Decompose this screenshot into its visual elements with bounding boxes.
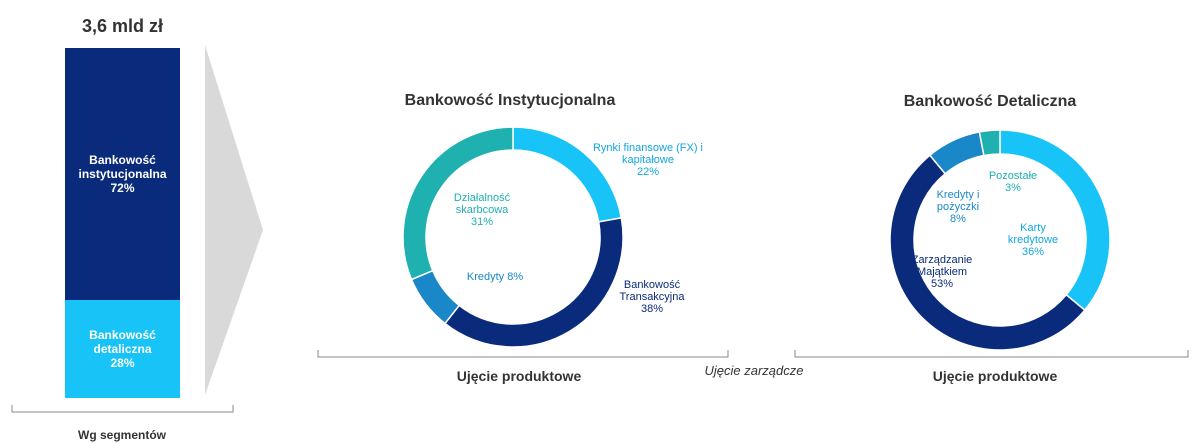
- slice-label: Rynki finansowe (FX) i kapitałowe 22%: [591, 142, 706, 178]
- slice-label: Pozostałe 3%: [983, 170, 1043, 194]
- x-label: Wg segmentów: [77, 428, 167, 442]
- category-name: Pozostałe: [988, 170, 1038, 182]
- category-name: Działalność skarbcowa: [453, 192, 511, 216]
- annotation: Ujęcie produktowe: [933, 368, 1057, 384]
- value-label: 38%: [640, 303, 664, 315]
- category-name: Rynki finansowe (FX) i kapitałowe: [592, 142, 704, 166]
- bar-label: Bankowość detaliczna 28%: [73, 328, 173, 370]
- chart-title: Bankowość Detaliczna: [904, 93, 1077, 111]
- annotation: Ujęcie produktowe: [457, 368, 581, 384]
- slice-label: Zarządzanie Majątkiem 53%: [902, 254, 982, 290]
- value-label: 31%: [470, 216, 494, 228]
- slice-label: Bankowość Transakcyjna 38%: [607, 279, 697, 315]
- slice-label: Karty kredytowe 36%: [998, 222, 1068, 258]
- bar-label: Bankowość instytucjonalna 72%: [73, 153, 173, 195]
- title: 3,6 mld zł: [81, 16, 164, 36]
- annotation-text: Ujęcie zarządcze: [704, 363, 804, 378]
- slice-label: Działalność skarbcowa 31%: [442, 192, 522, 228]
- category-name: Kredyty i pożyczki: [936, 189, 980, 213]
- value-label: 8%: [950, 213, 966, 225]
- category-name: Kredyty: [466, 271, 505, 283]
- bracket: [11, 405, 234, 413]
- bracket: [794, 350, 1189, 358]
- value-label: 3%: [1005, 182, 1021, 194]
- x-axis-label: Wg segmentów: [78, 428, 166, 442]
- category-name: Karty kredytowe: [1007, 222, 1059, 246]
- donut-slice: [402, 126, 514, 281]
- bar-segment: [65, 300, 180, 398]
- category-name: Bankowość Transakcyjna: [619, 279, 685, 303]
- bar-segment: [65, 48, 180, 300]
- arrow: [205, 45, 263, 395]
- value-label: 72%: [110, 181, 135, 195]
- annotation-text: Ujęcie produktowe: [932, 368, 1058, 384]
- slice-label: Kredyty 8%: [450, 271, 540, 283]
- title: Bankowość Detaliczna: [903, 93, 1077, 110]
- donut-slice: [978, 129, 1001, 157]
- annotation-text: Ujęcie produktowe: [456, 368, 582, 384]
- donut-slice: [999, 129, 1111, 312]
- value-label: 8%: [507, 271, 524, 283]
- chart-title: Bankowość Instytucjonalna: [405, 92, 616, 110]
- annotation: Ujęcie zarządcze: [705, 363, 804, 378]
- series-name: Bankowość detaliczna: [89, 328, 156, 356]
- value-label: 28%: [110, 356, 135, 370]
- value-label: 36%: [1021, 246, 1045, 258]
- title: Bankowość Instytucjonalna: [404, 92, 616, 109]
- value-label: 22%: [636, 166, 660, 178]
- value-label: 53%: [930, 278, 954, 290]
- chart-title: 3,6 mld zł: [82, 16, 163, 37]
- category-name: Zarządzanie Majątkiem: [911, 254, 973, 278]
- slice-label: Kredyty i pożyczki 8%: [928, 189, 988, 225]
- series-name: Bankowość instytucjonalna: [78, 153, 167, 181]
- bracket: [317, 350, 729, 358]
